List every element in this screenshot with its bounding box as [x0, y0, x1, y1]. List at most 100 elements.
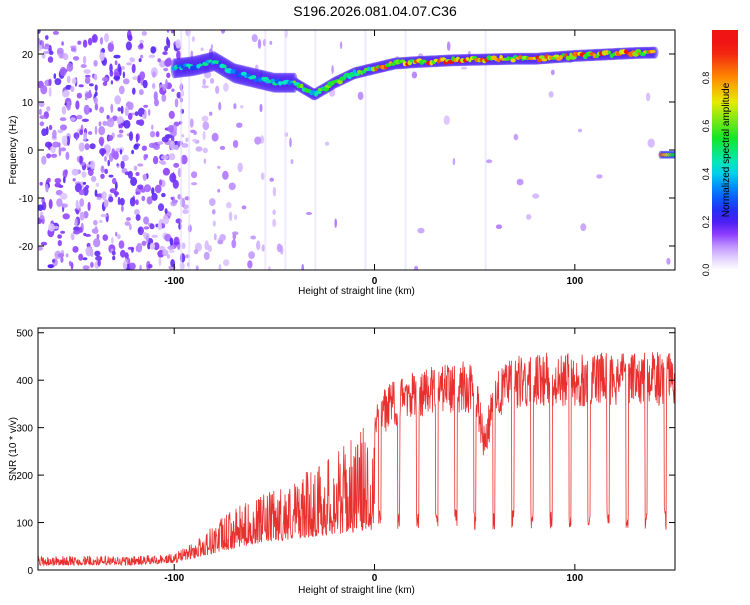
noise-blob: [151, 124, 154, 131]
noise-blob: [204, 240, 209, 251]
noise-blob: [90, 175, 97, 182]
noise-blob: [90, 160, 96, 170]
noise-blob: [526, 214, 532, 220]
ridge-blob: [315, 90, 322, 95]
noise-blob: [254, 136, 262, 145]
noise-blob: [66, 135, 71, 146]
noise-blob: [191, 36, 195, 42]
noise-blob: [147, 242, 151, 250]
noise-blob: [153, 91, 158, 101]
noise-blob: [111, 250, 116, 256]
noise-blob: [93, 238, 101, 248]
top-x-tick-label: -100: [164, 276, 184, 287]
noise-blob: [144, 109, 147, 120]
ridge-blob: [468, 59, 472, 63]
noise-blob: [62, 169, 68, 179]
noise-blob: [110, 80, 114, 85]
noise-blob: [123, 120, 131, 129]
noise-blob: [139, 39, 144, 44]
noise-blob: [38, 246, 43, 251]
noise-blob: [132, 76, 138, 81]
noise-blob: [128, 131, 134, 142]
noise-blob: [44, 141, 53, 148]
noise-blob: [201, 115, 209, 122]
noise-blob: [149, 223, 155, 230]
noise-blob: [143, 216, 150, 225]
noise-blob: [39, 181, 43, 186]
noise-blob: [122, 71, 126, 79]
noise-blob: [118, 85, 125, 95]
noise-blob: [115, 231, 118, 237]
noise-blob: [57, 253, 65, 258]
noise-blob: [516, 178, 524, 186]
noise-blob: [202, 130, 206, 141]
noise-blob: [116, 163, 119, 167]
noise-blob: [116, 234, 121, 240]
noise-blob: [135, 172, 140, 176]
noise-blob: [97, 259, 101, 267]
noise-blob: [53, 73, 57, 80]
noise-blob: [219, 234, 227, 242]
noise-blob: [38, 101, 45, 108]
noise-blob: [151, 234, 158, 238]
colorbar: [712, 30, 738, 270]
noise-blob: [131, 63, 136, 74]
noise-blob: [102, 120, 108, 126]
noise-blob: [128, 102, 134, 111]
noise-blob: [155, 131, 160, 138]
noise-blob: [232, 140, 239, 148]
noise-blob: [41, 128, 48, 137]
noise-blob: [54, 178, 62, 184]
bottom-y-tick-label: 300: [16, 424, 33, 435]
noise-blob: [71, 168, 79, 176]
noise-blob: [113, 54, 121, 59]
noise-blob: [166, 30, 170, 33]
noise-blob: [166, 36, 169, 46]
colorbar-tick-label: 0.6: [701, 120, 711, 133]
noise-blob: [136, 119, 141, 125]
noise-blob: [129, 197, 136, 207]
noise-blob: [82, 39, 88, 48]
noise-blob: [158, 160, 166, 165]
noise-blob: [195, 146, 203, 152]
noise-blob: [89, 83, 94, 87]
noise-blob: [162, 249, 169, 257]
noise-blob: [231, 239, 237, 249]
vertical-streak: [188, 30, 191, 270]
noise-blob: [85, 184, 90, 189]
noise-blob: [62, 90, 69, 98]
noise-blob: [131, 149, 135, 155]
noise-blob: [168, 110, 175, 119]
noise-blob: [166, 72, 171, 79]
noise-blob: [140, 54, 144, 59]
noise-blob: [461, 66, 468, 70]
noise-blob: [78, 84, 84, 88]
noise-blob: [46, 153, 52, 159]
noise-blob: [100, 173, 105, 179]
noise-blob: [117, 107, 121, 112]
noise-blob: [228, 211, 233, 222]
noise-blob: [92, 34, 98, 43]
noise-blob: [151, 192, 158, 201]
noise-blob: [411, 71, 418, 79]
noise-blob: [107, 159, 110, 167]
noise-blob: [102, 234, 109, 242]
noise-blob: [202, 78, 206, 86]
noise-blob: [84, 143, 90, 151]
noise-blob: [119, 149, 123, 155]
noise-blob: [60, 124, 67, 131]
bottom-y-axis-label: SNR (10 * v/v): [8, 417, 19, 481]
noise-blob: [59, 66, 67, 77]
vertical-streak: [314, 30, 317, 270]
noise-blob: [70, 86, 75, 92]
noise-blob: [73, 226, 81, 232]
noise-blob: [63, 53, 69, 61]
noise-blob: [207, 245, 213, 253]
noise-blob: [167, 124, 174, 133]
noise-blob: [146, 196, 153, 205]
noise-blob: [217, 165, 221, 169]
noise-blob: [104, 155, 107, 162]
noise-blob: [141, 240, 147, 246]
bottom-y-tick-label: 0: [27, 566, 33, 577]
noise-blob: [160, 155, 169, 160]
